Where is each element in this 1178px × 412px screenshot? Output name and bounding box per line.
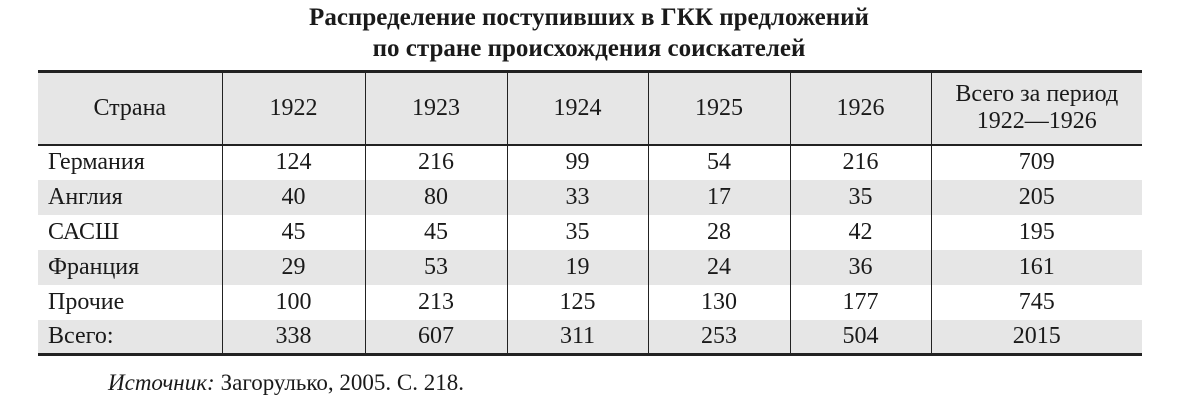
table-cell: 53 [364, 249, 507, 285]
table-cell: 504 [789, 319, 931, 355]
table-cell: 216 [364, 144, 507, 180]
table-cell: 607 [364, 319, 507, 355]
table-cell: 35 [506, 214, 648, 250]
table-cell: 80 [364, 179, 507, 215]
table-cell: 19 [506, 249, 648, 285]
table-cell: 216 [789, 144, 931, 180]
table-cell: 161 [930, 249, 1142, 285]
table-row: Прочие 100 213 125 130 177 745 [38, 284, 1142, 320]
column-header: 1923 [364, 71, 507, 145]
table-cell: 28 [647, 214, 790, 250]
column-header: 1922 [221, 71, 365, 145]
table-cell: 99 [506, 144, 648, 180]
table-cell: 29 [221, 249, 365, 285]
source-note: Источник: Загорулько, 2005. С. 218. [108, 370, 464, 396]
title: Распределение поступивших в ГКК предложе… [0, 2, 1178, 64]
table-cell: 709 [930, 144, 1142, 180]
column-header: 1924 [506, 71, 648, 145]
column-header: Всего за период 1922—1926 [930, 71, 1142, 145]
column-header-line: Всего за период [955, 81, 1119, 108]
row-label: Франция [48, 253, 140, 280]
title-line: Распределение поступивших в ГКК предложе… [309, 4, 869, 31]
table-cell: 54 [647, 144, 790, 180]
table-cell: 205 [930, 179, 1142, 215]
table-cell: 125 [506, 284, 648, 320]
table-cell: 35 [789, 179, 931, 215]
row-label: САСШ [48, 218, 120, 245]
row-label: Англия [48, 183, 123, 210]
header-row: Страна 1922 1923 1924 1925 1926 Всего за перио… [38, 71, 1142, 145]
table-cell: 100 [221, 284, 365, 320]
column-header: 1925 [647, 71, 790, 145]
source-text: Загорулько, 2005. С. 218. [220, 370, 464, 395]
source-label: Источник: [108, 370, 215, 395]
table-cell: 2015 [930, 319, 1142, 355]
row-label: Прочие [48, 288, 125, 315]
table-cell: 253 [647, 319, 790, 355]
table-cell: 33 [506, 179, 648, 215]
table-body: Германия 124 216 99 54 216 709 Англия 40 80 33 17 35… [38, 144, 1142, 355]
table-cell: 40 [221, 179, 365, 215]
table-cell: 177 [789, 284, 931, 320]
table-cell: 195 [930, 214, 1142, 250]
table-cell: 338 [221, 319, 365, 355]
row-label: Германия [48, 149, 145, 175]
table-cell: 36 [789, 249, 931, 285]
table-cell: 24 [647, 249, 790, 285]
table-cell: 213 [364, 284, 507, 320]
table-cell: 745 [930, 284, 1142, 320]
data-table: Страна 1922 1923 1924 1925 1926 Всего за перио… [38, 70, 1142, 356]
table-row: Всего: 338 607 311 253 504 2015 [38, 319, 1142, 355]
table-cell: 45 [221, 214, 365, 250]
table-cell: 311 [506, 319, 648, 355]
table-row: Германия 124 216 99 54 216 709 [38, 144, 1142, 180]
column-header: 1926 [789, 71, 931, 145]
column-header: Страна [93, 94, 167, 121]
table-header: Страна 1922 1923 1924 1925 1926 Всего за перио… [38, 71, 1142, 145]
table-row: САСШ 45 45 35 28 42 195 [38, 214, 1142, 250]
table-row: Франция 29 53 19 24 36 161 [38, 249, 1142, 285]
table-cell: 124 [221, 144, 365, 180]
table-cell: 130 [647, 284, 790, 320]
table-cell: 42 [789, 214, 931, 250]
table-cell: 45 [364, 214, 507, 250]
title-line: по стране происхождения соискателей [372, 35, 806, 62]
column-header-line: 1922—1926 [976, 108, 1097, 135]
table-cell: 17 [647, 179, 790, 215]
row-label: Всего: [48, 322, 114, 349]
table-row: Англия 40 80 33 17 35 205 [38, 179, 1142, 215]
